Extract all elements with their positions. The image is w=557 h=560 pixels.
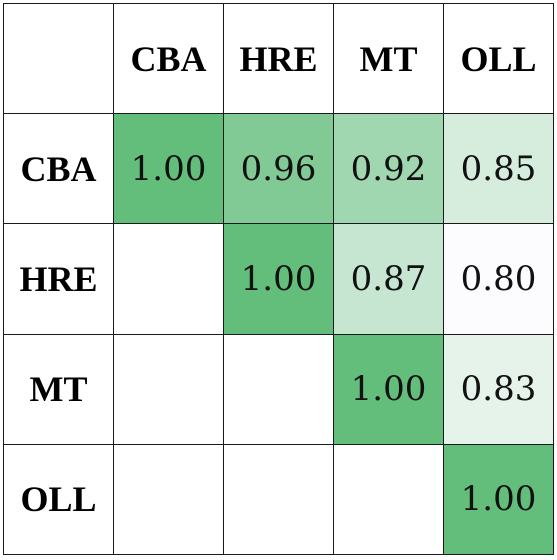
column-label-mt: MT [333, 2, 444, 115]
row-label-hre: HRE [3, 223, 114, 335]
value-cell-cba-mt: 0.92 [333, 113, 444, 225]
matrix-row: CBA 1.00 0.96 0.92 0.85 [3, 113, 554, 225]
row-label-mt: MT [3, 333, 114, 445]
empty-cell [113, 333, 224, 445]
header-row: CBA HRE MT OLL [3, 2, 554, 115]
value-cell-cba-cba: 1.00 [113, 113, 224, 225]
row-label-oll: OLL [3, 443, 114, 556]
value-cell-hre-hre: 1.00 [223, 223, 334, 335]
value-cell-cba-oll: 0.85 [443, 113, 554, 225]
value-cell-oll-oll: 1.00 [443, 443, 554, 556]
column-label-oll: OLL [443, 2, 554, 115]
column-label-cba: CBA [113, 2, 224, 115]
empty-cell [113, 223, 224, 335]
value-cell-mt-oll: 0.83 [443, 333, 554, 445]
value-cell-hre-mt: 0.87 [333, 223, 444, 335]
empty-cell [223, 333, 334, 445]
empty-cell [113, 443, 224, 556]
value-cell-cba-hre: 0.96 [223, 113, 334, 225]
matrix-row: HRE 1.00 0.87 0.80 [3, 223, 554, 335]
matrix-row: MT 1.00 0.83 [3, 333, 554, 445]
empty-cell [223, 443, 334, 556]
matrix-body: CBA HRE MT OLL CBA 1.00 0.96 0.92 0.85 HRE 1.00 0.8… [3, 2, 554, 556]
value-cell-hre-oll: 0.80 [443, 223, 554, 335]
value-cell-mt-mt: 1.00 [333, 333, 444, 445]
corner-cell [3, 2, 114, 115]
column-label-hre: HRE [223, 2, 334, 115]
correlation-matrix: CBA HRE MT OLL CBA 1.00 0.96 0.92 0.85 HRE 1.00 0.8… [3, 2, 554, 556]
matrix-row: OLL 1.00 [3, 443, 554, 556]
row-label-cba: CBA [3, 113, 114, 225]
empty-cell [333, 443, 444, 556]
